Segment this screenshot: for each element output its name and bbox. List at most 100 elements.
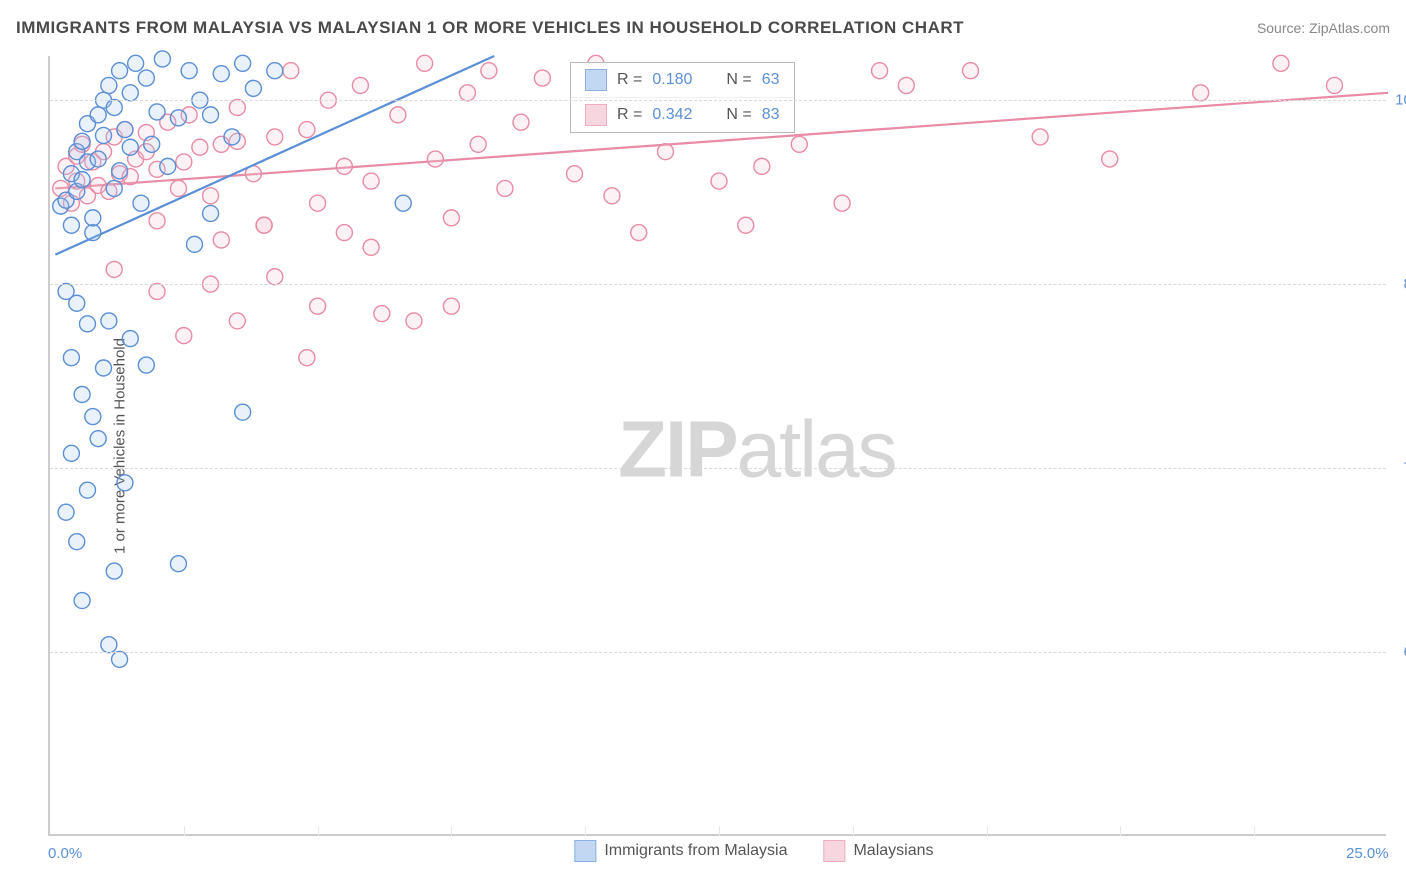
plot-area: ZIPatlas R = 0.180N = 63R = 0.342N = 83 … [48,56,1386,836]
x-minor-tick [719,826,720,836]
data-point-immigrants [106,180,122,196]
data-point-malaysians [229,100,245,116]
legend-label: Malaysians [853,842,933,860]
legend-series: Immigrants from Malaysia Malaysians [574,840,933,862]
data-point-malaysians [406,313,422,329]
legend-item-immigrants: Immigrants from Malaysia [574,840,787,862]
data-point-immigrants [122,85,138,101]
data-point-malaysians [192,139,208,155]
y-tick-label: 100.0% [1392,92,1406,109]
chart-title: IMMIGRANTS FROM MALAYSIA VS MALAYSIAN 1 … [16,18,964,38]
data-point-malaysians [872,63,888,79]
data-point-immigrants [90,151,106,167]
data-point-immigrants [106,563,122,579]
data-point-immigrants [122,139,138,155]
data-point-malaysians [256,217,272,233]
data-point-immigrants [63,350,79,366]
data-point-immigrants [235,55,251,71]
data-point-malaysians [898,77,914,93]
y-tick-label: 62.5% [1392,644,1406,661]
legend-n-value: 83 [762,106,780,124]
data-point-immigrants [106,100,122,116]
data-point-malaysians [459,85,475,101]
data-point-immigrants [90,431,106,447]
data-point-immigrants [79,316,95,332]
data-point-malaysians [711,173,727,189]
data-point-malaysians [1102,151,1118,167]
data-point-malaysians [267,129,283,145]
data-point-immigrants [128,55,144,71]
data-point-malaysians [299,122,315,138]
legend-stat-row-malaysians: R = 0.342N = 83 [571,97,794,132]
data-point-malaysians [106,261,122,277]
data-point-malaysians [170,180,186,196]
data-point-immigrants [235,404,251,420]
data-point-malaysians [310,298,326,314]
data-point-immigrants [74,593,90,609]
x-minor-tick [451,826,452,836]
data-point-immigrants [74,386,90,402]
data-point-immigrants [96,360,112,376]
data-point-immigrants [203,205,219,221]
data-point-immigrants [90,107,106,123]
x-minor-tick [853,826,854,836]
data-point-immigrants [117,122,133,138]
data-point-immigrants [101,637,117,653]
y-tick-label: 75.0% [1392,460,1406,477]
data-point-malaysians [604,188,620,204]
data-point-immigrants [85,225,101,241]
grid-line-horizontal [50,284,1386,285]
data-point-immigrants [138,357,154,373]
legend-swatch-immigrants [585,69,607,91]
grid-line-horizontal [50,100,1386,101]
data-point-immigrants [112,651,128,667]
data-point-malaysians [149,283,165,299]
legend-item-malaysians: Malaysians [823,840,933,862]
data-point-malaysians [738,217,754,233]
data-point-malaysians [427,151,443,167]
data-point-immigrants [213,66,229,82]
data-point-immigrants [63,217,79,233]
data-point-immigrants [395,195,411,211]
data-point-immigrants [101,313,117,329]
data-point-immigrants [203,107,219,123]
data-point-malaysians [310,195,326,211]
data-point-immigrants [79,482,95,498]
data-point-immigrants [112,163,128,179]
data-point-malaysians [791,136,807,152]
chart-header: IMMIGRANTS FROM MALAYSIA VS MALAYSIAN 1 … [16,18,1390,38]
x-minor-tick [318,826,319,836]
legend-swatch-malaysians [823,840,845,862]
data-point-malaysians [363,239,379,255]
data-point-immigrants [112,63,128,79]
data-point-immigrants [96,127,112,143]
data-point-immigrants [74,172,90,188]
data-point-immigrants [85,210,101,226]
legend-n-label: N = [726,71,751,89]
data-point-malaysians [497,180,513,196]
data-point-immigrants [149,104,165,120]
grid-line-horizontal [50,652,1386,653]
data-point-malaysians [176,154,192,170]
data-point-malaysians [213,232,229,248]
y-tick-label: 87.5% [1392,276,1406,293]
data-point-immigrants [117,475,133,491]
legend-swatch-malaysians [585,104,607,126]
data-point-immigrants [138,70,154,86]
data-point-malaysians [203,188,219,204]
data-point-immigrants [101,77,117,93]
data-point-malaysians [657,144,673,160]
data-point-malaysians [336,158,352,174]
data-point-malaysians [149,213,165,229]
x-minor-tick [987,826,988,836]
data-point-immigrants [133,195,149,211]
legend-swatch-immigrants [574,840,596,862]
x-minor-tick [184,826,185,836]
data-point-malaysians [267,269,283,285]
legend-correlation: R = 0.180N = 63R = 0.342N = 83 [570,62,795,133]
grid-line-horizontal [50,468,1386,469]
data-point-immigrants [63,445,79,461]
data-point-immigrants [85,409,101,425]
x-minor-tick [1254,826,1255,836]
legend-n-value: 63 [762,71,780,89]
